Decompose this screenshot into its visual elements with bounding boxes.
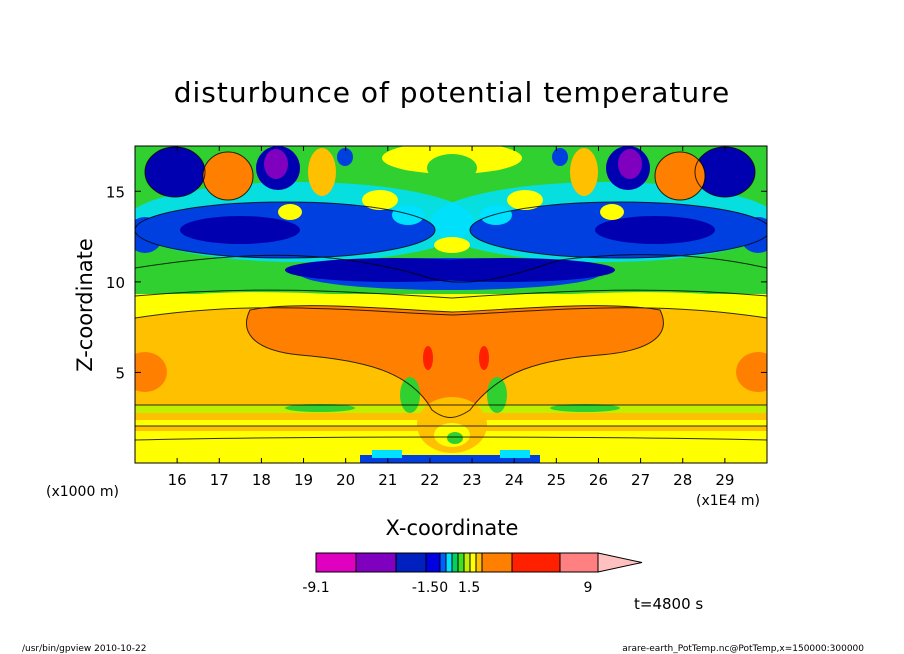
x-tick-label: 26	[589, 471, 608, 489]
colorbar-swatch	[451, 552, 459, 573]
x-tick-label: 17	[210, 471, 229, 489]
colorbar-swatch	[597, 552, 643, 573]
footer-right: arare-earth_PotTemp.nc@PotTemp,x=150000:…	[622, 644, 864, 654]
x-tick-label: 25	[547, 471, 566, 489]
plot-frame	[134, 145, 768, 464]
colorbar-swatch	[445, 552, 453, 573]
y-axis-label: Z-coordinate	[73, 238, 97, 372]
contour-lines	[135, 146, 767, 441]
colorbar-swatch	[439, 552, 447, 573]
x-tick-label: 20	[336, 471, 355, 489]
colorbar-tick-label: -1.50	[412, 580, 448, 596]
y-tick-label: 15	[106, 183, 125, 201]
x-unit-label: (x1E4 m)	[696, 493, 760, 509]
x-tick-label: 24	[505, 471, 524, 489]
z-unit-label: (x1000 m)	[46, 484, 119, 500]
colorbar-swatch	[355, 552, 397, 573]
colorbar-swatch	[395, 552, 427, 573]
chart-title: disturbunce of potential temperature	[174, 76, 731, 109]
x-tick-label: 28	[673, 471, 692, 489]
colorbar-swatch	[511, 552, 561, 573]
time-label: t=4800 s	[634, 595, 703, 613]
x-tick-label: 16	[168, 471, 187, 489]
y-tick-label: 10	[106, 274, 125, 292]
x-tick-label: 29	[715, 471, 734, 489]
colorbar-swatch	[457, 552, 465, 573]
x-tick-label: 21	[378, 471, 397, 489]
x-axis-label: X-coordinate	[386, 516, 519, 540]
colorbar-tick-label: 1.5	[458, 580, 480, 596]
colorbar-swatch	[559, 552, 599, 573]
colorbar-tick-label: 9	[584, 580, 593, 596]
x-tick-label: 22	[420, 471, 439, 489]
y-tick-label: 5	[115, 364, 125, 382]
colorbar-swatch	[425, 552, 441, 573]
colorbar-swatch	[315, 552, 357, 573]
colorbar-swatch	[469, 552, 477, 573]
colorbar-swatch	[463, 552, 471, 573]
colorbar-swatch	[475, 552, 483, 573]
colorbar	[315, 552, 643, 573]
y-axis: 5 10 15	[106, 183, 767, 382]
x-tick-label: 19	[294, 471, 313, 489]
plot-area	[135, 146, 767, 463]
colorbar-swatch	[481, 552, 513, 573]
x-tick-label: 23	[463, 471, 482, 489]
x-axis: 16 17 18 19 20 21 22 23 24 25 26 27 28 29	[168, 146, 734, 489]
footer-left: /usr/bin/gpview 2010-10-22	[22, 644, 146, 654]
contour-field	[135, 146, 767, 463]
x-tick-label: 27	[631, 471, 650, 489]
colorbar-labels: -9.1 -1.50 1.5 9	[302, 580, 592, 596]
colorbar-tick-label: -9.1	[302, 580, 329, 596]
x-tick-label: 18	[252, 471, 271, 489]
